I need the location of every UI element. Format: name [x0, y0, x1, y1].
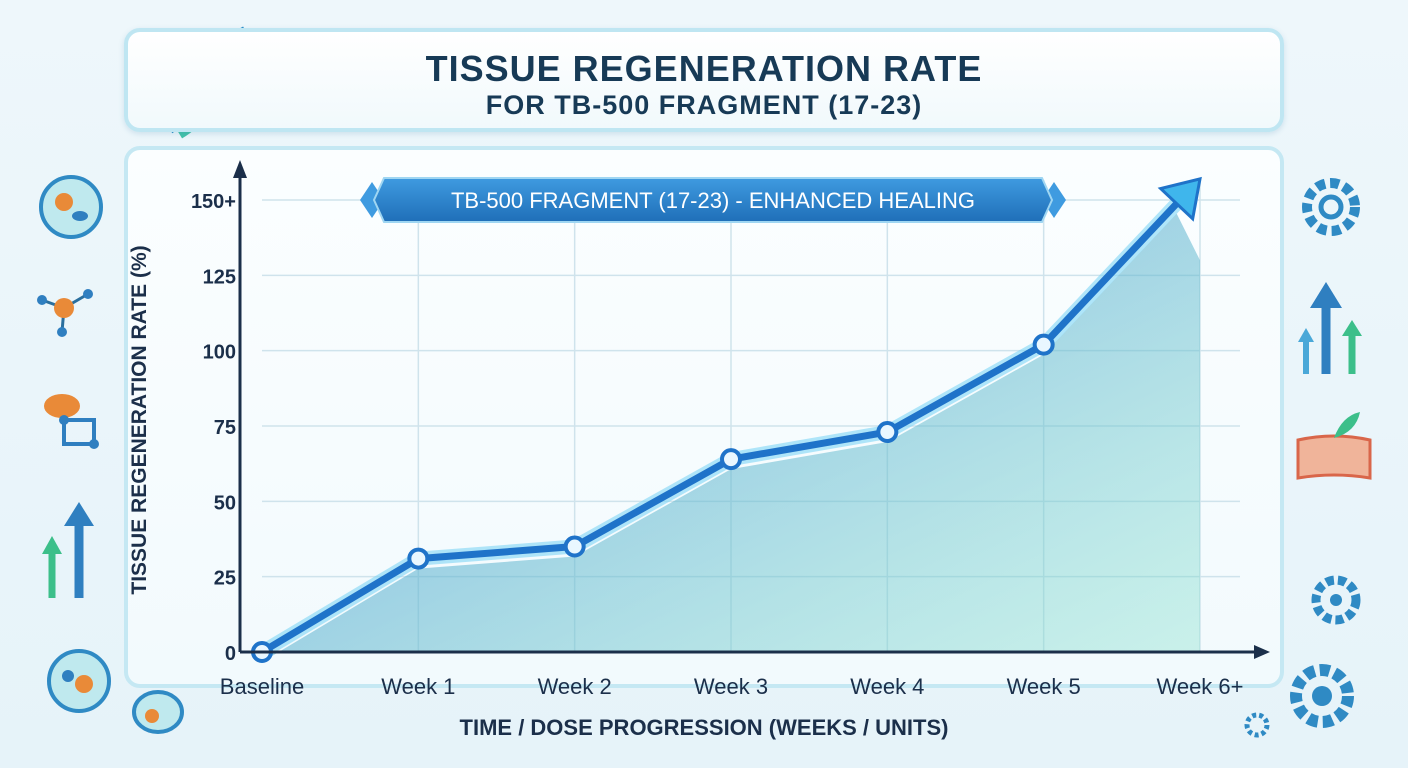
y-tick-label: 100 [203, 342, 236, 364]
y-tick-label: 50 [214, 492, 236, 514]
y-tick-label: 125 [203, 266, 236, 288]
x-tick-label: Week 1 [381, 674, 455, 699]
x-tick-label: Baseline [220, 674, 304, 699]
protein-icon [44, 394, 99, 449]
y-tick-label: 0 [225, 643, 236, 665]
gear-icon-right-bottom [1290, 664, 1354, 728]
y-tick-label: 25 [214, 568, 236, 590]
data-point [1032, 333, 1055, 356]
y-axis-label: TISSUE REGENERATION RATE (%) [128, 245, 151, 594]
chart-subtitle: FOR TB-500 FRAGMENT (17-23) [485, 90, 923, 120]
gear-icon-right-mid [1311, 575, 1361, 625]
data-point [563, 535, 586, 558]
x-tick-label: Week 6+ [1156, 674, 1243, 699]
data-point [876, 421, 899, 444]
area-fill [262, 213, 1200, 662]
trend-arrowhead [1157, 176, 1202, 222]
y-tick-label: 150+ [191, 191, 236, 213]
cell-icon [39, 175, 103, 239]
x-axis-arrow [1254, 645, 1270, 659]
title-banner: TISSUE REGENERATION RATE FOR TB-500 FRAG… [124, 28, 1284, 132]
gear-icon-right-top [1302, 178, 1360, 236]
gear-icon-small [1244, 712, 1270, 738]
y-tick-label: 75 [214, 417, 236, 439]
x-tick-label: Week 2 [538, 674, 612, 699]
x-tick-label: Week 4 [850, 674, 924, 699]
cell-icon-small [132, 690, 184, 734]
cell-icon-bottom [47, 649, 111, 713]
arrow-up-icon-left [42, 502, 94, 598]
arrow-up-icon-right [1298, 282, 1362, 374]
series-banner: TB-500 FRAGMENT (17-23) - ENHANCED HEALI… [360, 177, 1066, 223]
x-tick-label: Week 5 [1007, 674, 1081, 699]
chart-title: TISSUE REGENERATION RATE [425, 48, 983, 89]
x-axis-label: TIME / DOSE PROGRESSION (WEEKS / UNITS) [460, 715, 949, 740]
x-tick-label: Week 3 [694, 674, 768, 699]
data-point [407, 547, 430, 570]
skin-tissue-icon [1296, 412, 1372, 480]
y-axis-arrow [233, 160, 247, 178]
data-point [720, 448, 742, 471]
molecule-icon-left [37, 289, 93, 337]
series-banner-label: TB-500 FRAGMENT (17-23) - ENHANCED HEALI… [451, 188, 975, 213]
